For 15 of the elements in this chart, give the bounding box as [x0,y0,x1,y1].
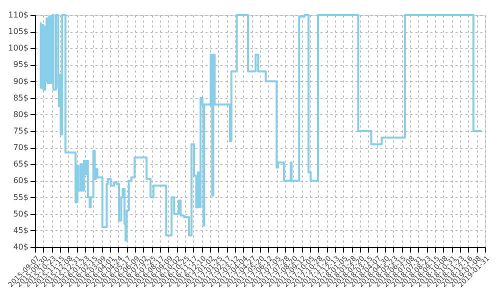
y-tick-label: 100$ [8,44,28,53]
y-tick-label: 75$ [13,126,28,136]
y-tick-label: 55$ [13,192,28,202]
y-tick-label: 80$ [13,110,28,119]
y-tick-label: 65$ [13,160,28,169]
y-tick-label: 85$ [13,93,28,102]
y-tick-label: 95$ [13,60,28,70]
y-tick-label: 110$ [8,10,28,20]
y-tick-label: 105$ [8,27,28,36]
y-tick-label: 90$ [13,76,28,86]
y-tick-label: 45$ [13,226,28,235]
y-tick-label: 40$ [13,242,28,252]
y-tick-label: 60$ [13,176,28,186]
y-tick-label: 70$ [13,143,28,152]
y-tick-label: 50$ [13,209,28,218]
